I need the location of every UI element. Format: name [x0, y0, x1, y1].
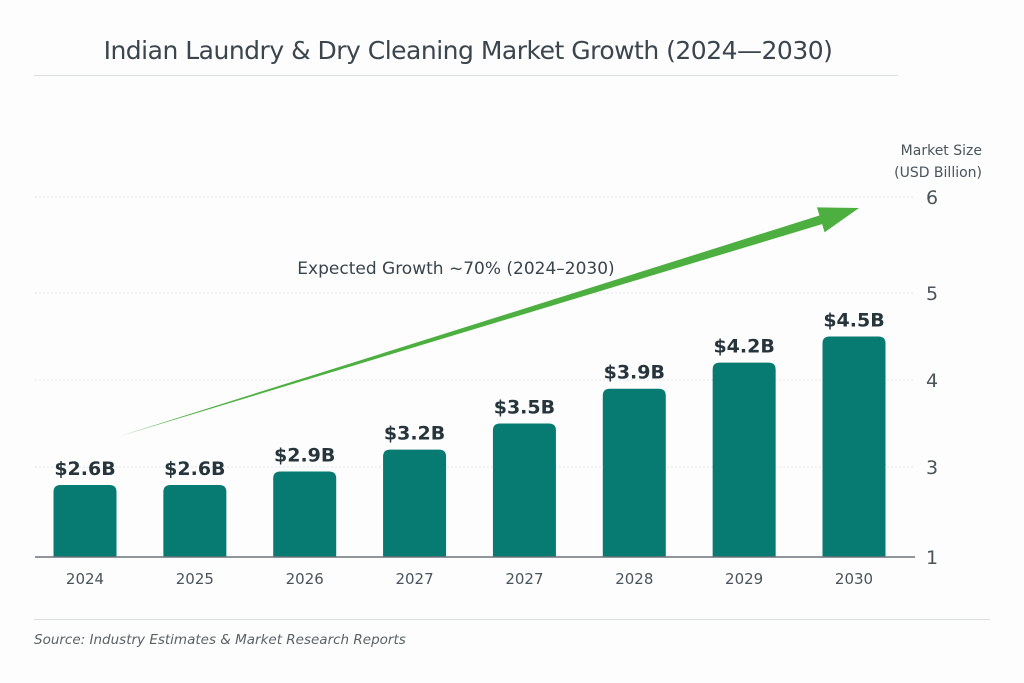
x-tick-label: 2027: [505, 570, 543, 588]
bar: [383, 449, 447, 557]
bar-value-label: $2.9B: [274, 445, 335, 467]
bar: [53, 485, 117, 557]
x-tick-label: 2025: [176, 570, 214, 588]
y-axis-title-line-1: Market Size: [900, 143, 982, 159]
bar-value-label: $2.6B: [164, 458, 225, 480]
bar: [712, 362, 776, 557]
bar: [492, 423, 556, 557]
x-tick-label: 2029: [725, 570, 763, 588]
bar: [602, 388, 666, 557]
growth-annotation-label: Expected Growth ~70% (2024–2030): [297, 259, 614, 279]
x-tick-label: 2026: [286, 570, 324, 588]
y-tick-label: 1: [926, 547, 938, 569]
bar-value-label: $2.6B: [54, 458, 115, 480]
y-axis-title: Market Size (USD Billion): [894, 140, 982, 184]
growth-arrow: [117, 207, 859, 437]
x-tick-label: 2027: [395, 570, 433, 588]
y-tick-label: 6: [926, 187, 938, 209]
x-tick-label: 2028: [615, 570, 653, 588]
footer-divider: [34, 619, 990, 620]
bar: [822, 336, 886, 557]
y-tick-label: 5: [926, 283, 938, 305]
x-tick-label: 2030: [835, 570, 873, 588]
bar-value-label: $4.5B: [823, 310, 884, 332]
x-tick-label: 2024: [66, 570, 104, 588]
bar-value-label: $3.5B: [494, 397, 555, 419]
bar-value-label: $3.2B: [384, 423, 445, 445]
source-note: Source: Industry Estimates & Market Rese…: [34, 632, 406, 648]
bar-value-label: $4.2B: [713, 336, 774, 358]
title-divider: [34, 75, 898, 76]
y-axis-title-line-2: (USD Billion): [894, 165, 982, 181]
y-tick-label: 4: [926, 370, 938, 392]
bar: [163, 485, 227, 557]
bar: [273, 471, 337, 557]
y-tick-label: 3: [926, 457, 938, 479]
chart-title: Indian Laundry & Dry Cleaning Market Gro…: [103, 36, 833, 65]
bar-value-label: $3.9B: [604, 362, 665, 384]
